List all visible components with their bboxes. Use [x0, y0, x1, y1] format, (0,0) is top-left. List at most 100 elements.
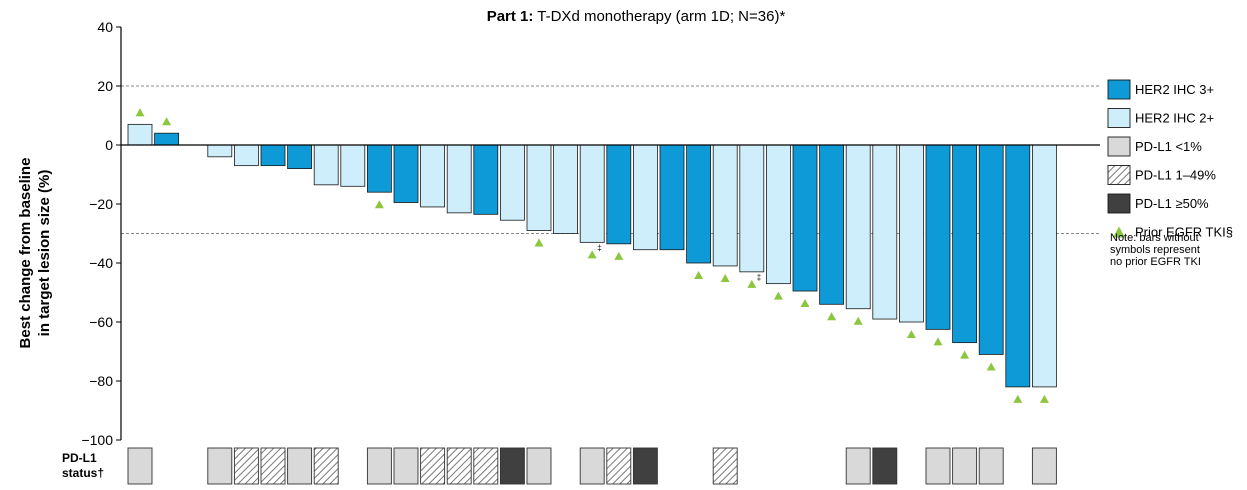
- pdl1-status-box: [287, 447, 313, 485]
- pdl1-status-box: [127, 447, 153, 485]
- bar: [553, 144, 578, 234]
- bar: [340, 144, 366, 187]
- footnote-mark: ‡: [757, 273, 761, 282]
- pdl1-status-box: [712, 447, 738, 485]
- bar: [872, 144, 898, 320]
- status-row-label-line1: PD-L1: [62, 451, 97, 465]
- bar: [633, 144, 658, 251]
- bar: [766, 144, 791, 285]
- legend-swatch-pdl1-ge50: [1107, 193, 1131, 214]
- prior-egfr-marker: [800, 299, 810, 308]
- prior-egfr-marker: [986, 362, 996, 371]
- legend-swatch-pdl1-lt1: [1107, 136, 1131, 157]
- bar: [287, 144, 313, 170]
- bar: [499, 144, 525, 221]
- bar: [366, 144, 392, 193]
- pdl1-status-box: [925, 447, 951, 485]
- y-tick-label: −80: [89, 373, 113, 389]
- legend-label: Prior EGFR TKI§: [1135, 225, 1233, 240]
- prior-egfr-marker: [720, 273, 730, 282]
- pdl1-status-box: [313, 447, 339, 485]
- y-tick-label: −60: [89, 314, 113, 330]
- bar: [978, 144, 1004, 355]
- pdl1-status-box: [260, 447, 286, 485]
- bar: [473, 144, 499, 215]
- prior-egfr-marker: [1013, 394, 1023, 403]
- y-tick-label: 20: [97, 78, 113, 94]
- prior-egfr-marker: [960, 350, 970, 359]
- bar: [313, 144, 339, 186]
- prior-egfr-marker: [162, 117, 172, 126]
- bar: [446, 144, 472, 214]
- prior-egfr-marker: [135, 108, 145, 117]
- prior-egfr-marker: [1039, 394, 1049, 403]
- prior-egfr-marker: [694, 271, 704, 279]
- bar: [952, 144, 977, 344]
- pdl1-status-box: [473, 447, 499, 485]
- pdl1-status-row: [127, 447, 1057, 485]
- legend-label: HER2 IHC 2+: [1135, 111, 1214, 126]
- prior-egfr-marker: [827, 312, 837, 321]
- bar: [712, 144, 738, 267]
- prior-egfr-marker: [374, 200, 384, 209]
- pdl1-status-box: [207, 447, 233, 485]
- bar: [420, 144, 446, 208]
- pdl1-status-box: [1031, 447, 1057, 485]
- bar: [659, 144, 685, 251]
- prior-egfr-marker: [747, 279, 757, 288]
- bar: [925, 144, 951, 330]
- egfr-markers-group: ‡‡: [135, 108, 1049, 403]
- y-axis-title: Best change from baseline in target lesi…: [17, 158, 53, 349]
- bar: [526, 144, 552, 231]
- legend-swatch-her2-2: [1107, 108, 1131, 128]
- prior-egfr-marker: [906, 330, 916, 338]
- legend-note-line: symbols represent: [1110, 244, 1200, 256]
- bar: [686, 144, 711, 264]
- pdl1-status-box: [845, 447, 871, 485]
- pdl1-status-box: [420, 447, 446, 485]
- legend-swatch-prior-egfr: [1113, 226, 1125, 238]
- prior-egfr-marker: [853, 316, 863, 325]
- y-tick-label: −100: [81, 432, 113, 448]
- bar: [792, 144, 818, 292]
- chart-title-bold: Part 1:: [487, 8, 534, 25]
- bar: [1032, 144, 1057, 388]
- prior-egfr-marker: [614, 251, 624, 260]
- pdl1-status-box: [632, 447, 658, 485]
- footnote-mark: ‡: [597, 243, 601, 252]
- legend: HER2 IHC 3+ HER2 IHC 2+ PD-L1 <1% PD-L1 1–4…: [1107, 79, 1233, 240]
- pdl1-status-box: [579, 447, 605, 485]
- legend-swatch-pdl1-1-49: [1107, 165, 1131, 185]
- y-tick-label: −20: [89, 196, 113, 212]
- legend-label: PD-L1 <1%: [1135, 139, 1202, 154]
- pdl1-status-box: [978, 447, 1004, 485]
- y-tick-label: 0: [105, 137, 113, 153]
- bar: [260, 144, 286, 167]
- bar: [845, 144, 871, 310]
- y-axis-title-line1: Best change from baseline: [17, 158, 34, 349]
- prior-egfr-marker: [933, 337, 943, 346]
- pdl1-status-box: [233, 447, 259, 485]
- pdl1-status-box: [393, 447, 419, 485]
- pdl1-status-box: [499, 447, 525, 485]
- y-axis: 40 20 0 −20 −40 −60 −80 −100: [81, 19, 1100, 448]
- y-tick-label: −40: [89, 255, 113, 271]
- y-axis-title-line2: in target lesion size (%): [36, 170, 53, 337]
- legend-swatch-her2-3: [1107, 79, 1131, 100]
- legend-note-line: no prior EGFR TKI: [1110, 256, 1201, 268]
- legend-label: PD-L1 1–49%: [1135, 168, 1216, 183]
- bar: [739, 144, 765, 273]
- bar: [127, 123, 153, 146]
- bar: [393, 144, 419, 203]
- legend-label: PD-L1 ≥50%: [1135, 196, 1209, 211]
- chart-title: Part 1: T-DXd monotherapy (arm 1D; N=36)…: [487, 8, 786, 25]
- bar: [606, 144, 632, 245]
- bar: [233, 144, 259, 167]
- bar: [1005, 144, 1031, 388]
- bar: [154, 132, 180, 146]
- pdl1-status-box: [446, 447, 472, 485]
- pdl1-status-box: [366, 447, 392, 485]
- bar: [579, 144, 605, 243]
